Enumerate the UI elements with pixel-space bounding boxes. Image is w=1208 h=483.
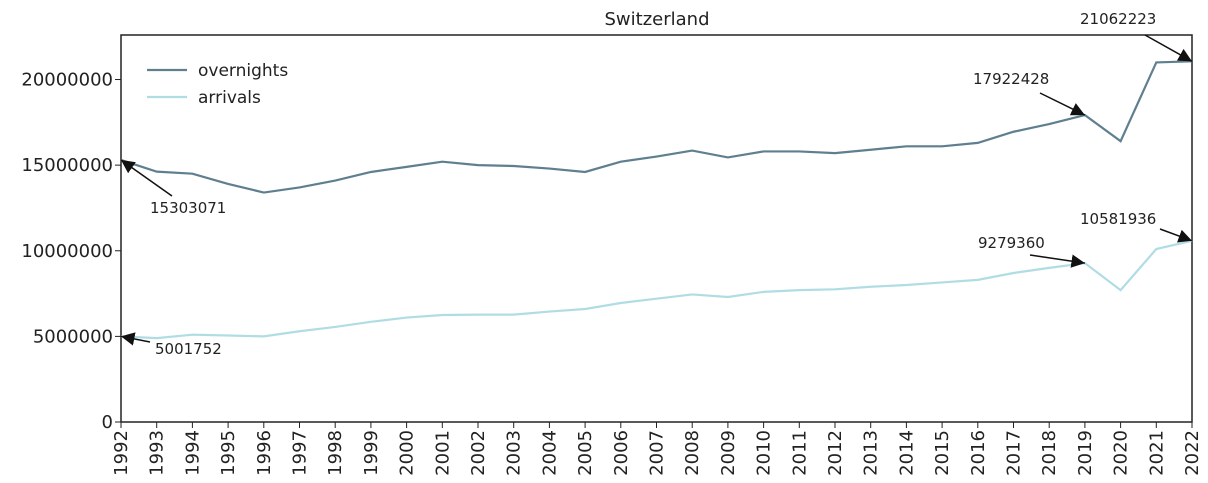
- y-tick-label: 20000000: [21, 70, 113, 91]
- y-tick-label: 10000000: [21, 241, 113, 262]
- x-tick-label: 2020: [1111, 430, 1132, 476]
- x-tick-label: 1994: [182, 430, 203, 476]
- x-tick-label: 2014: [896, 430, 917, 476]
- legend-label: overnights: [198, 61, 288, 81]
- x-tick-label: 1992: [111, 430, 132, 476]
- plot-frame: [120, 34, 1193, 423]
- x-tick-label: 2011: [789, 430, 810, 476]
- annotation: 9279360: [978, 234, 1045, 252]
- annotation: 5001752: [155, 340, 222, 358]
- x-tick-label: 2004: [539, 430, 560, 476]
- series-line: [120, 60, 1193, 194]
- chart-title: Switzerland: [605, 9, 710, 30]
- x-tick-label: 2022: [1182, 430, 1203, 476]
- x-tick-label: 2012: [825, 430, 846, 476]
- x-tick-label: 2007: [647, 430, 668, 476]
- x-tick-label: 2010: [754, 430, 775, 476]
- x-tick-label: 2002: [468, 430, 489, 476]
- annotation-arrow: [1039, 92, 1086, 116]
- annotation: 21062223: [1080, 10, 1156, 28]
- x-tick-label: 2017: [1004, 430, 1025, 476]
- x-tick-label: 1996: [254, 430, 275, 476]
- x-tick-label: 2018: [1039, 430, 1060, 476]
- annotation-arrow: [1144, 34, 1193, 62]
- x-tick-label: 2013: [861, 430, 882, 476]
- x-tick-label: 1998: [325, 430, 346, 476]
- annotation-arrow: [120, 332, 151, 346]
- annotation: 10581936: [1080, 210, 1156, 228]
- x-tick-label: 1999: [361, 430, 382, 476]
- x-tick-label: 2008: [682, 430, 703, 476]
- y-tick-label: 15000000: [21, 155, 113, 176]
- annotation: 15303071: [150, 199, 226, 217]
- annotation-arrow: [1159, 228, 1193, 243]
- x-tick-label: 2003: [504, 430, 525, 476]
- x-tick-label: 2021: [1146, 430, 1167, 476]
- x-tick-label: 1993: [147, 430, 168, 476]
- x-tick-label: 2005: [575, 430, 596, 476]
- x-tick-label: 2001: [432, 430, 453, 476]
- x-tick-label: 2019: [1075, 430, 1096, 476]
- series-line: [120, 239, 1193, 340]
- y-tick-label: 5000000: [33, 326, 113, 347]
- legend-label: arrivals: [198, 88, 261, 108]
- annotation-arrow: [120, 159, 173, 197]
- x-tick-label: 2015: [932, 430, 953, 476]
- y-tick-label: 0: [102, 412, 113, 433]
- x-tick-label: 1997: [290, 430, 311, 476]
- x-tick-label: 1995: [218, 430, 239, 476]
- annotation-arrow: [1029, 254, 1086, 268]
- x-tick-label: 2016: [968, 430, 989, 476]
- x-tick-label: 2006: [611, 430, 632, 476]
- x-tick-label: 2000: [397, 430, 418, 476]
- x-tick-label: 2009: [718, 430, 739, 476]
- annotation: 17922428: [973, 70, 1049, 88]
